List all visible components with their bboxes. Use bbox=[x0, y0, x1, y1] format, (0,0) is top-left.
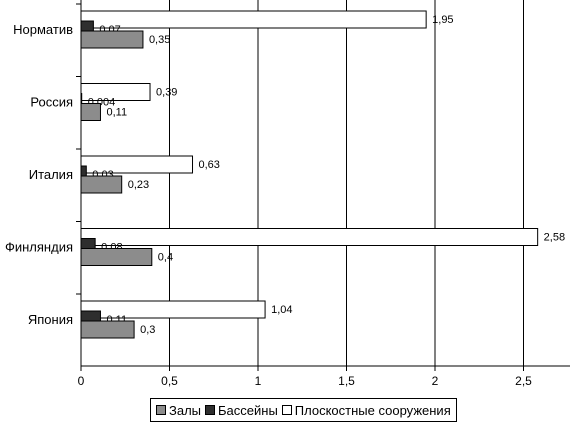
legend-label-0: Залы bbox=[169, 402, 202, 418]
bar-2-0 bbox=[80, 10, 427, 29]
bar-0-2 bbox=[80, 175, 123, 194]
bar-2-3 bbox=[80, 228, 539, 246]
bar-2-4 bbox=[80, 300, 266, 319]
x-tick-label-5: 2,5 bbox=[515, 374, 532, 388]
chart-legend: Залы Бассейны Плоскостные сооружения bbox=[150, 398, 457, 422]
legend-label-1: Бассейны bbox=[218, 402, 278, 418]
data-label-0-2: 0,23 bbox=[128, 179, 149, 191]
data-label-2-0: 1,95 bbox=[432, 14, 453, 26]
data-label-0-4: 0,3 bbox=[140, 324, 155, 336]
legend-item-2: Плоскостные сооружения bbox=[281, 402, 451, 418]
category-label-3: Финляндия bbox=[5, 240, 73, 255]
bar-0-4 bbox=[80, 320, 135, 339]
category-label-0: Норматив bbox=[13, 22, 73, 37]
data-label-0-0: 0,35 bbox=[149, 34, 170, 46]
data-label-0-3: 0,4 bbox=[158, 252, 173, 264]
category-label-2: Италия bbox=[29, 167, 73, 182]
x-tick-label-0: 0 bbox=[78, 374, 85, 388]
x-tick-label-1: 0,5 bbox=[161, 374, 178, 388]
legend-swatch-0 bbox=[156, 405, 166, 415]
legend-item-0: Залы bbox=[156, 403, 201, 418]
data-label-2-4: 1,04 bbox=[271, 304, 292, 316]
bar-0-1 bbox=[80, 103, 101, 121]
x-tick-label-3: 1,5 bbox=[338, 374, 355, 388]
bar-2-1 bbox=[80, 83, 151, 101]
legend-label-2: Плоскостные сооружения bbox=[294, 402, 451, 418]
data-label-2-1: 0,39 bbox=[156, 87, 177, 99]
bar-2-2 bbox=[80, 155, 194, 174]
data-label-2-3: 2,58 bbox=[544, 232, 565, 244]
category-label-4: Япония bbox=[28, 312, 73, 327]
legend-swatch-1 bbox=[205, 405, 216, 415]
x-tick-label-2: 1 bbox=[255, 374, 262, 388]
legend-swatch-2 bbox=[281, 405, 292, 415]
x-tick-label-4: 2 bbox=[432, 374, 439, 388]
bar-0-3 bbox=[80, 248, 153, 266]
category-label-1: Россия bbox=[30, 95, 73, 110]
bar-0-0 bbox=[80, 30, 144, 49]
data-label-0-1: 0,11 bbox=[106, 107, 127, 119]
data-label-2-2: 0,63 bbox=[199, 159, 220, 171]
legend-item-1: Бассейны bbox=[205, 403, 278, 418]
